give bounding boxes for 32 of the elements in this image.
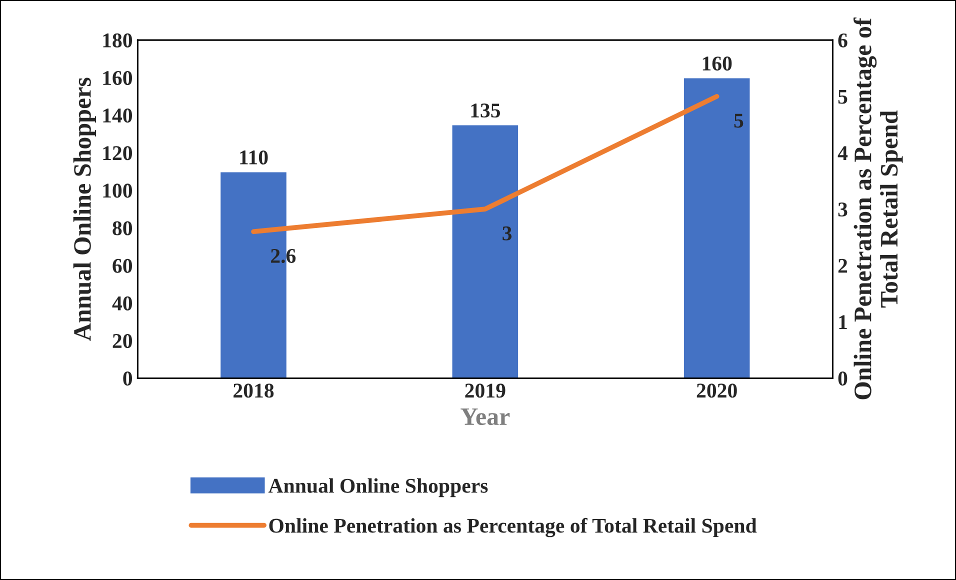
y-tick-label: 40 (112, 296, 132, 310)
y-tick-label: 100 (103, 184, 132, 198)
y2-tick-label: 5 (838, 90, 848, 104)
y-tick-label: 140 (103, 108, 132, 123)
data-label: 110 (240, 150, 268, 165)
y-tick-label: 80 (112, 221, 132, 236)
y2-tick-label: 4 (838, 146, 848, 160)
y2-tick-label: 1 (839, 315, 847, 330)
x-axis-title: Year (460, 408, 510, 426)
x-tick-label: 2019 (465, 384, 506, 398)
data-label: 135 (471, 104, 500, 118)
data-label: 160 (702, 56, 732, 71)
data-label: 3 (502, 226, 512, 240)
y2-tick-label: 2 (838, 258, 848, 273)
x-tick-label: 2018 (234, 384, 274, 398)
y2-tick-label: 3 (838, 202, 848, 217)
y-tick-label: 160 (103, 70, 132, 86)
y-tick-label: 0 (123, 372, 132, 386)
x-tick-label: 2020 (696, 384, 737, 398)
y2-tick-label: 6 (838, 33, 848, 48)
bar (450, 124, 520, 378)
y-tick-label: 180 (103, 33, 132, 48)
bar (682, 76, 752, 378)
y-axis-title: Annual Online Shoppers (73, 78, 96, 341)
y-tick-label: 60 (112, 258, 132, 273)
y-tick-label: 20 (112, 334, 132, 348)
legend-label: Annual Online Shoppers (268, 478, 488, 498)
y-tick-label: 120 (103, 146, 132, 160)
y2-axis-title: Online Penetration as Percentage of Total Retail Spend (854, 17, 903, 400)
legend-label: Online Penetration as Percentage of Total Retail Spend (269, 518, 757, 538)
y2-tick-label: 0 (838, 372, 848, 386)
data-label: 5 (734, 114, 744, 128)
